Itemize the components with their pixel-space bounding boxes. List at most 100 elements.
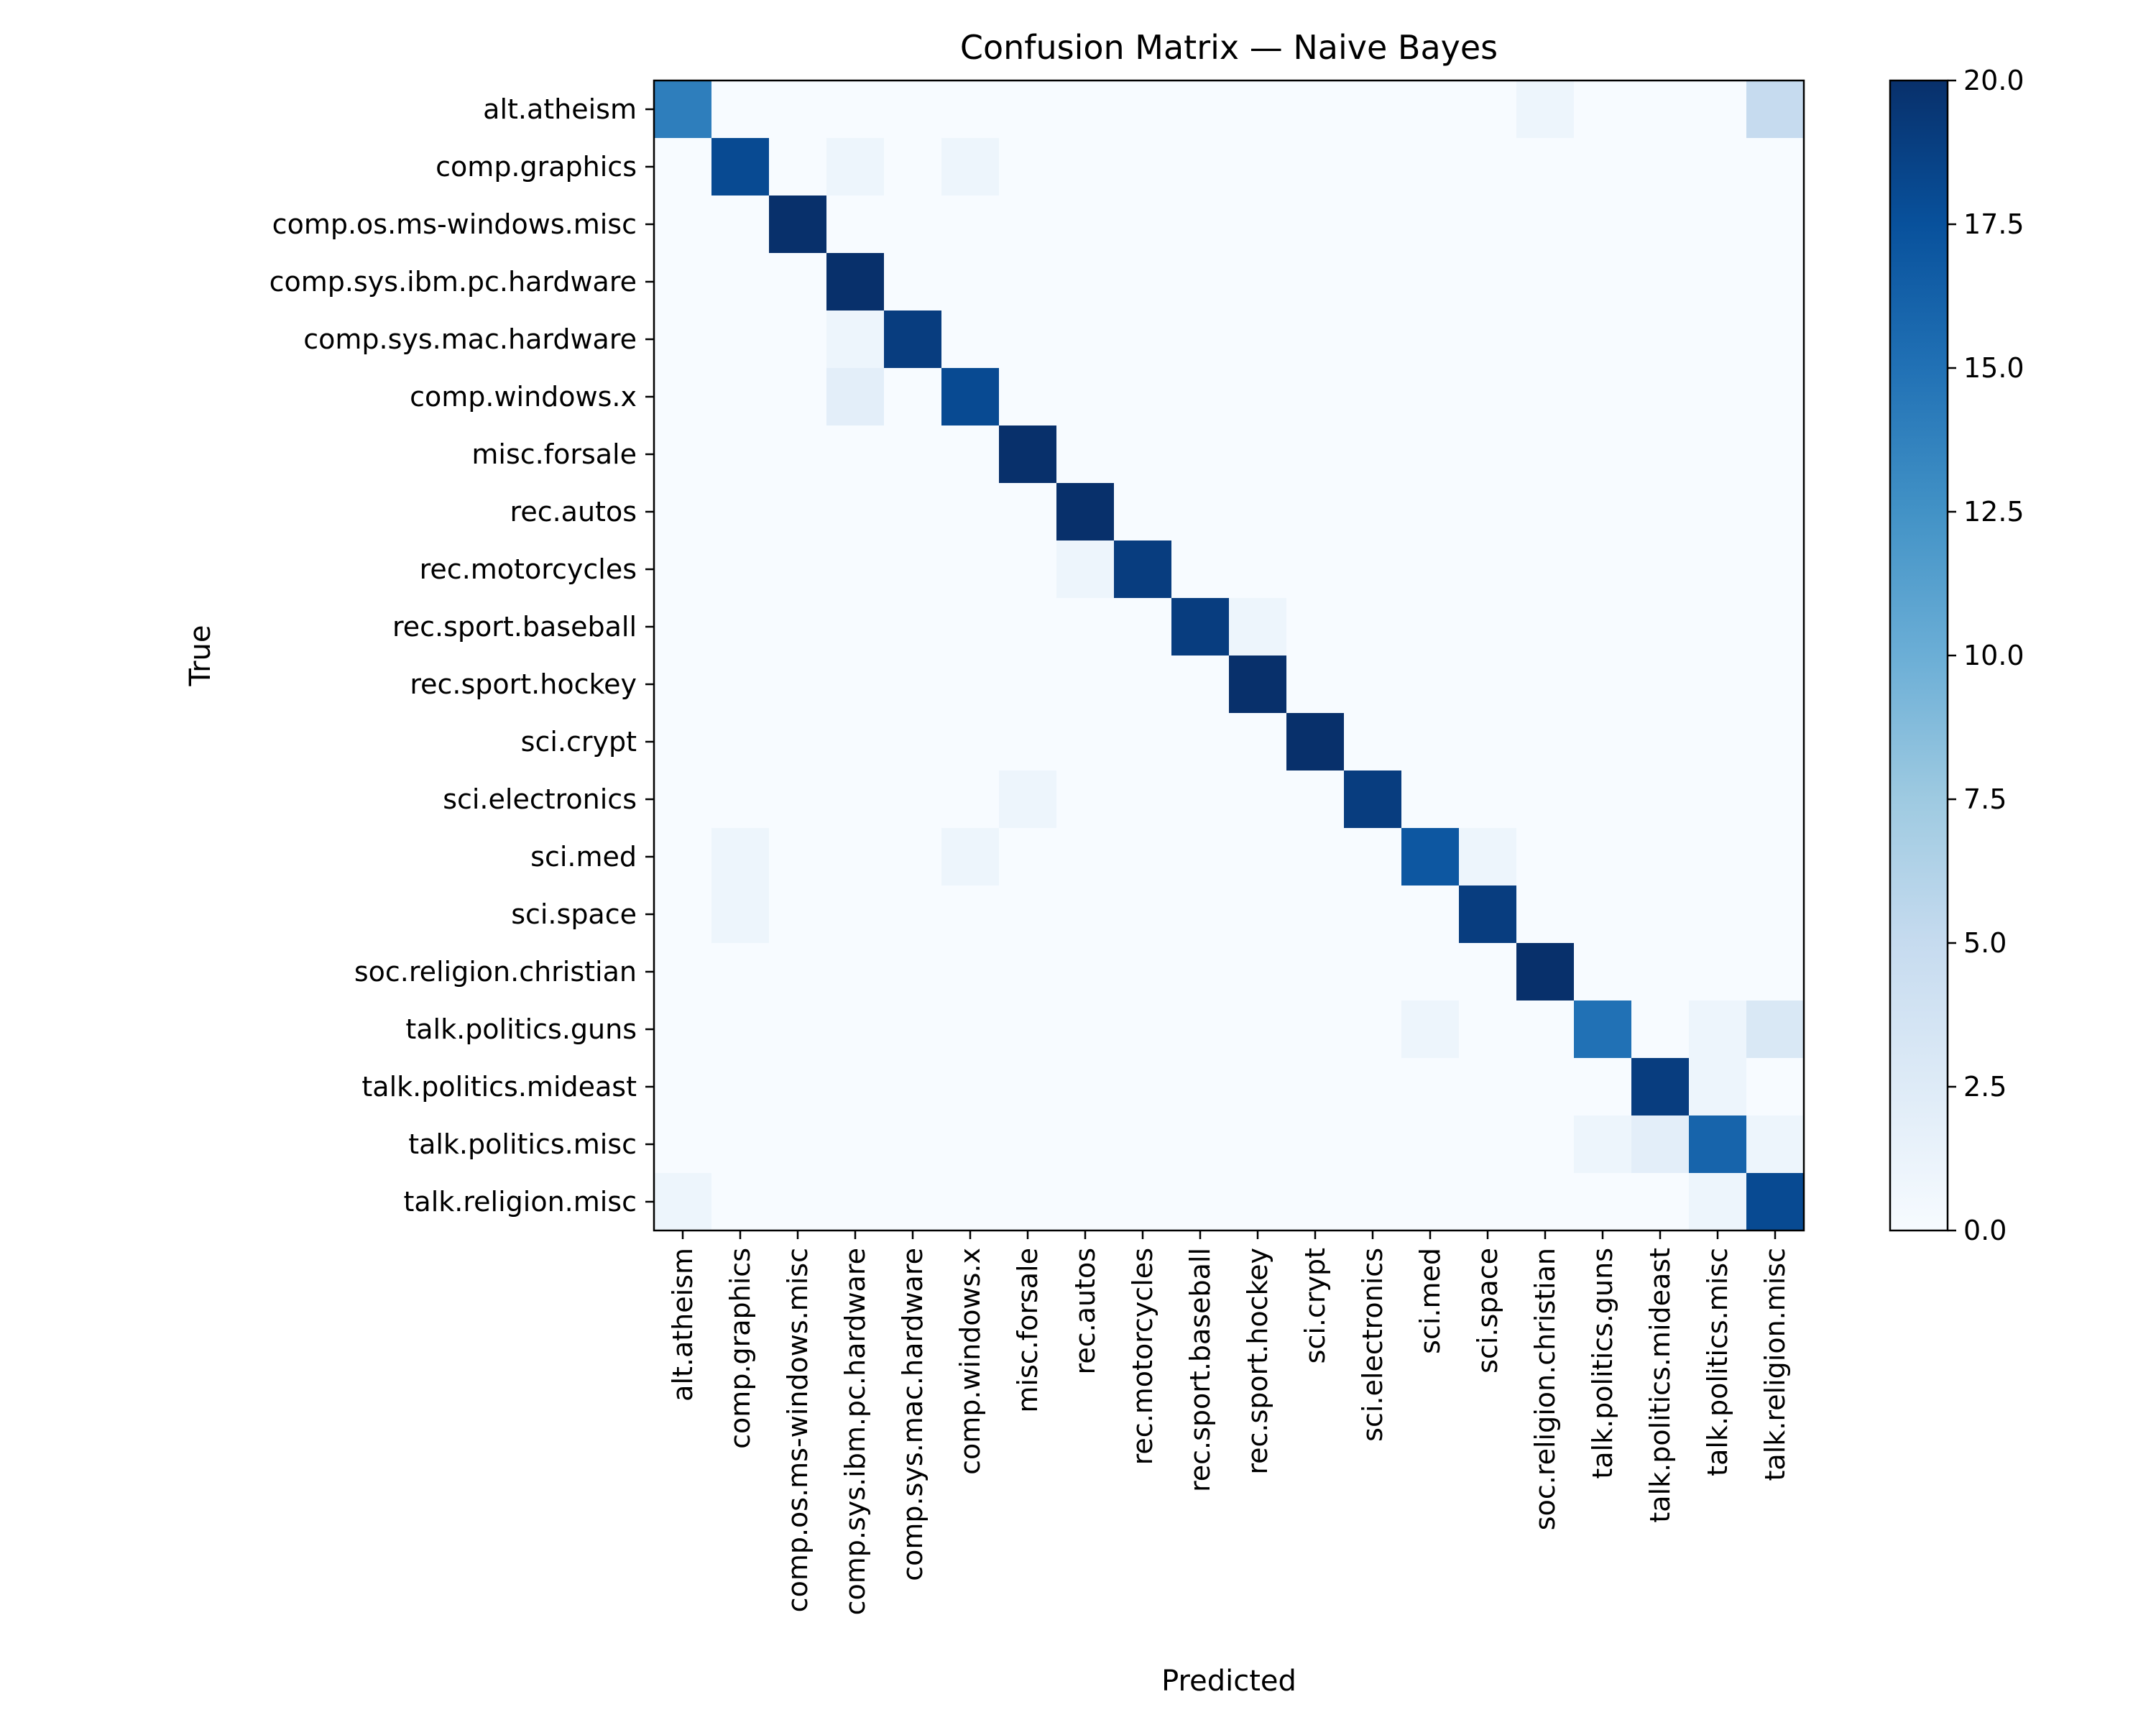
heatmap-cell	[1746, 253, 1805, 311]
heatmap-cell	[1459, 253, 1517, 311]
heatmap-cell	[1516, 770, 1575, 829]
heatmap-cell	[826, 196, 885, 254]
colorbar-ticks: 0.0 2.5 5.0 7.5 10.0 12.5 15.0 17.5 20.0	[1948, 65, 2024, 1246]
heatmap-cell	[1459, 368, 1517, 426]
heatmap-cell	[1689, 1116, 1747, 1174]
heatmap-cell	[769, 1116, 827, 1174]
heatmap-cell	[1689, 196, 1747, 254]
heatmap-cell	[1459, 196, 1517, 254]
heatmap-cell	[999, 1000, 1057, 1059]
heatmap-cell	[1171, 80, 1230, 139]
heatmap-cell	[1286, 138, 1345, 196]
x-tick-label: comp.os.ms-windows.misc	[782, 1248, 814, 1612]
heatmap-cell	[1746, 196, 1805, 254]
heatmap-cell	[1056, 80, 1115, 139]
heatmap-cell	[1401, 540, 1460, 599]
heatmap-cell	[1401, 1116, 1460, 1174]
heatmap-cell	[1229, 828, 1287, 886]
heatmap-cell	[1689, 943, 1747, 1001]
heatmap-cell	[1574, 483, 1632, 541]
heatmap-cell	[826, 886, 885, 944]
heatmap-cell	[1401, 1058, 1460, 1116]
heatmap-cell	[826, 828, 885, 886]
heatmap-cell	[1689, 1058, 1747, 1116]
heatmap-cell	[769, 1000, 827, 1059]
x-tick-label: rec.motorcycles	[1127, 1248, 1158, 1465]
heatmap-cell	[1574, 138, 1632, 196]
heatmap-cell	[654, 656, 712, 714]
heatmap-cell	[769, 483, 827, 541]
heatmap-cell	[711, 943, 770, 1001]
heatmap-cell	[1631, 713, 1690, 771]
heatmap-cell	[654, 138, 712, 196]
x-tick-label: sci.crypt	[1299, 1248, 1331, 1363]
heatmap-cell	[1459, 138, 1517, 196]
heatmap-cell	[1229, 1173, 1287, 1231]
heatmap-cell	[1631, 540, 1690, 599]
heatmap-cell	[1114, 426, 1172, 484]
heatmap-cell	[1056, 886, 1115, 944]
heatmap-cell	[654, 598, 712, 656]
heatmap-cell	[1114, 656, 1172, 714]
heatmap-cell	[999, 483, 1057, 541]
heatmap-cell	[1516, 1116, 1575, 1174]
heatmap-cell	[1631, 1058, 1690, 1116]
heatmap-cell	[1689, 540, 1747, 599]
heatmap-cell	[941, 1058, 1000, 1116]
heatmap-cell	[654, 80, 712, 139]
heatmap-cell	[1344, 770, 1402, 829]
x-tick-label: rec.sport.hockey	[1242, 1248, 1273, 1475]
heatmap-cell	[1574, 828, 1632, 886]
x-tick-label: comp.sys.ibm.pc.hardware	[839, 1248, 871, 1615]
heatmap-cell	[1171, 1058, 1230, 1116]
heatmap-cell	[1056, 540, 1115, 599]
heatmap-cell	[1229, 310, 1287, 369]
heatmap-cell	[999, 368, 1057, 426]
heatmap-cell	[1171, 828, 1230, 886]
heatmap-cell	[1286, 1173, 1345, 1231]
heatmap-cell	[1344, 1058, 1402, 1116]
heatmap-cell	[1574, 253, 1632, 311]
heatmap-cell	[884, 1116, 942, 1174]
heatmap-cell	[654, 770, 712, 829]
heatmap-cell	[1229, 196, 1287, 254]
heatmap-cell	[1459, 656, 1517, 714]
heatmap-cell	[1056, 713, 1115, 771]
heatmap-cell	[1286, 656, 1345, 714]
heatmap-cell	[1459, 770, 1517, 829]
heatmap-cell	[1401, 368, 1460, 426]
heatmap-cell	[1056, 770, 1115, 829]
heatmap-cell	[999, 310, 1057, 369]
heatmap-cell	[769, 598, 827, 656]
heatmap-cell	[1171, 1000, 1230, 1059]
heatmap-cell	[711, 368, 770, 426]
plot-frame	[653, 79, 1805, 1232]
heatmap-cell	[769, 253, 827, 311]
heatmap-cell	[1516, 196, 1575, 254]
heatmap-cell	[1459, 1000, 1517, 1059]
x-axis-ticks: alt.atheism comp.graphics comp.os.ms-windo…	[667, 1230, 1791, 1615]
heatmap-cell	[1459, 540, 1517, 599]
heatmap-cell	[1344, 310, 1402, 369]
heatmap-cell	[1401, 196, 1460, 254]
colorbar-tick-label: 7.5	[1963, 783, 2007, 815]
heatmap-cell	[1574, 656, 1632, 714]
heatmap-cell	[1689, 770, 1747, 829]
heatmap-cell	[1631, 368, 1690, 426]
heatmap-cell	[1344, 483, 1402, 541]
x-tick-label: comp.graphics	[724, 1248, 756, 1449]
heatmap-cell	[1344, 426, 1402, 484]
x-tick-label: talk.politics.mideast	[1644, 1248, 1676, 1523]
heatmap-cell	[769, 828, 827, 886]
heatmap-cell	[1401, 828, 1460, 886]
heatmap-cell	[769, 196, 827, 254]
heatmap-cell	[1574, 1116, 1632, 1174]
heatmap-cell	[1286, 368, 1345, 426]
heatmap-cell	[1229, 656, 1287, 714]
heatmap-cell	[1689, 80, 1747, 139]
heatmap-cell	[1631, 310, 1690, 369]
heatmap-cell	[941, 598, 1000, 656]
heatmap-cell	[711, 828, 770, 886]
heatmap-cell	[711, 253, 770, 311]
